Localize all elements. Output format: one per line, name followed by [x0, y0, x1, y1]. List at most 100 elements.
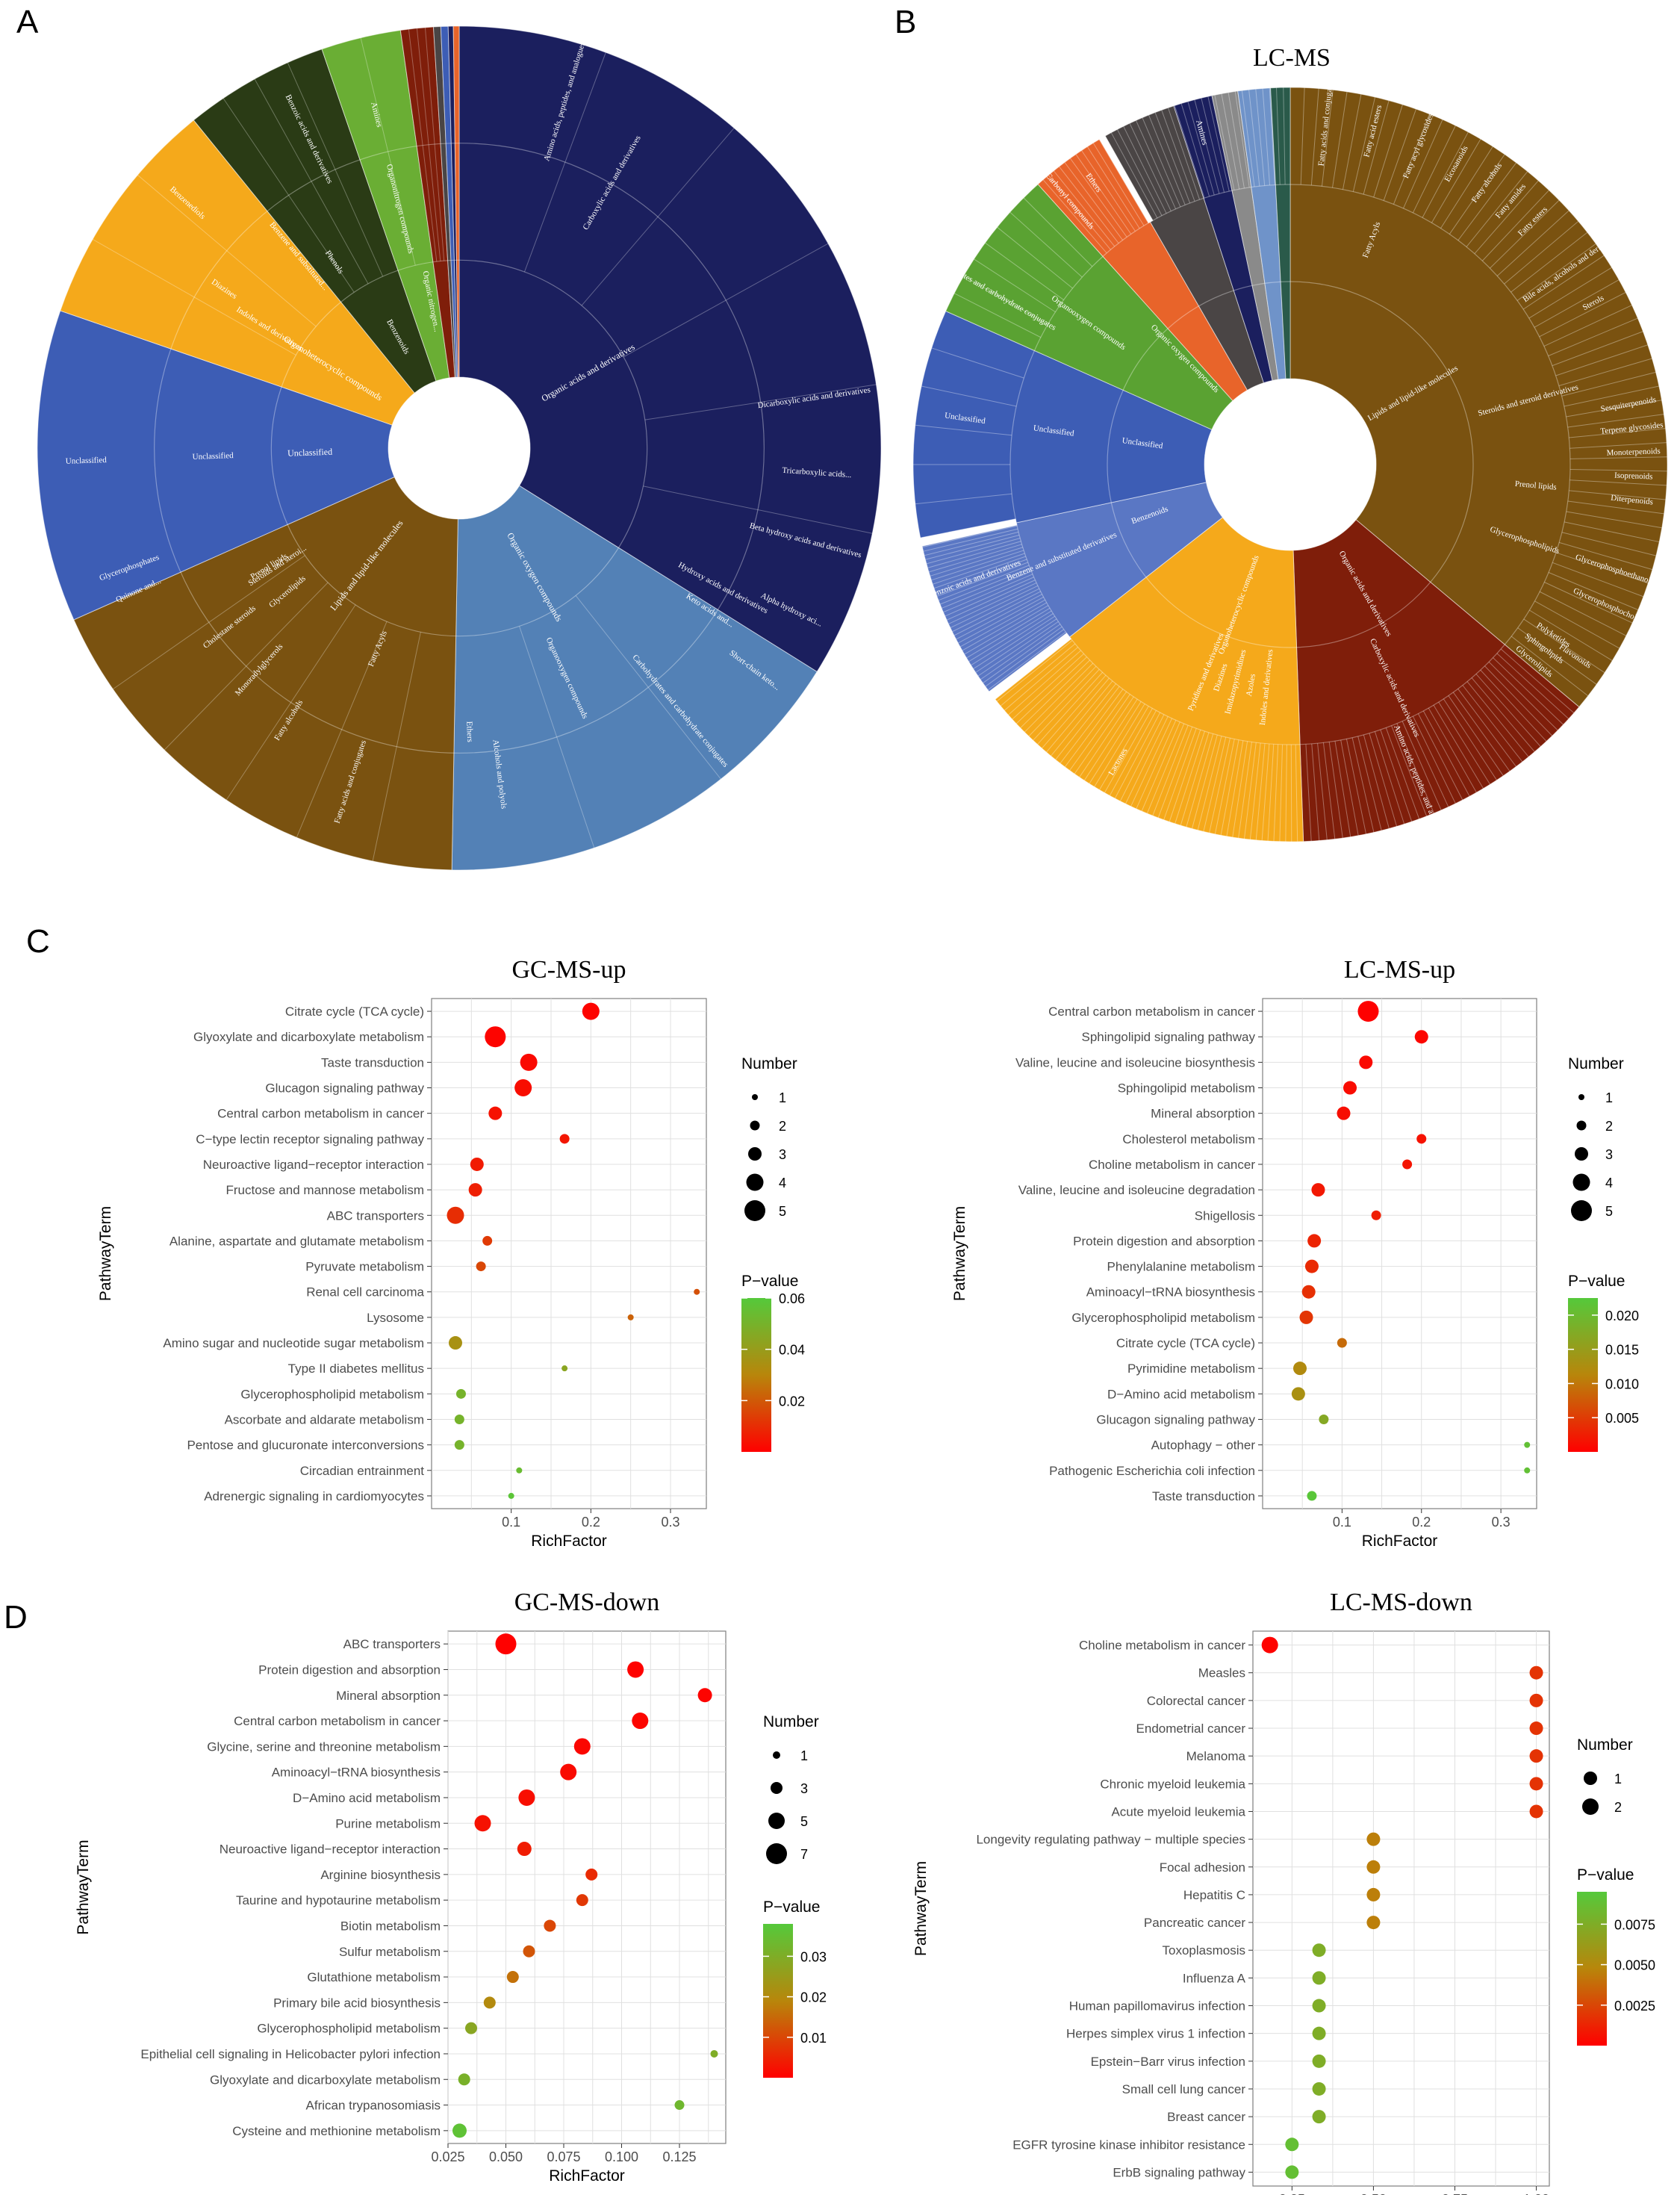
lc-sunburst-divider	[1099, 706, 1149, 790]
gc-sunburst-divider	[360, 37, 416, 266]
lc-sunburst-divider	[1300, 87, 1305, 185]
lc-sunburst-divider	[1475, 674, 1541, 747]
lc-sunburst-divider	[1023, 197, 1093, 267]
size-legend-key	[768, 1813, 785, 1829]
lc-sunburst-divider	[963, 276, 1048, 325]
lc-sunburst-divider	[1086, 146, 1140, 229]
pathway-term-label: Glucagon signaling pathway	[265, 1081, 424, 1096]
lc-sunburst-divider	[1569, 456, 1667, 459]
pathway-term-label: Pyrimidine metabolism	[1127, 1362, 1255, 1376]
pathway-term-label: Citrate cycle (TCA cycle)	[285, 1005, 424, 1019]
lc-sunburst-divider	[1569, 442, 1667, 449]
color-legend-bar	[1568, 1298, 1598, 1452]
lc-sunburst-divider	[1142, 117, 1181, 208]
chart-title: LC-MS-up	[1344, 956, 1455, 984]
gc-sunburst-divider	[408, 29, 438, 262]
lc-sunburst-divider	[1157, 727, 1193, 819]
x-tick-label: 0.100	[605, 2149, 638, 2164]
pathway-term-label: Mineral absorption	[336, 1689, 441, 1703]
size-legend-label: 2	[1614, 1800, 1622, 1815]
lc-sunburst-divider	[1517, 627, 1597, 685]
panel-letter-b: B	[895, 4, 916, 40]
pathway-term-label: Renal cell carcinoma	[306, 1285, 424, 1300]
chart-title: LC-MS-down	[1330, 1589, 1472, 1616]
data-point	[573, 1738, 591, 1755]
lc-sunburst-divider	[945, 577, 1034, 617]
gc-sunburst-divider	[225, 604, 356, 801]
data-point	[1366, 1916, 1381, 1930]
pathway-term-label: Type II diabetes mellitus	[288, 1362, 424, 1376]
x-tick-label: 0.3	[1492, 1515, 1511, 1530]
data-point	[483, 1996, 496, 2009]
gc-sunburst-label: Ethers	[464, 721, 474, 742]
x-tick-label: 0.1	[1333, 1515, 1351, 1530]
pathway-term-label: ABC transporters	[343, 1637, 441, 1651]
lc-sunburst-divider	[1089, 701, 1142, 784]
data-point	[458, 2073, 470, 2086]
lc-sunburst-divider	[1094, 704, 1145, 787]
lc-sunburst-ring-0	[1107, 281, 1474, 648]
lc-sunburst-divider	[1041, 674, 1107, 749]
size-legend-key	[748, 1147, 762, 1161]
pathway-term-label: D−Amino acid metabolism	[293, 1791, 441, 1805]
data-point	[495, 1633, 517, 1655]
lc-sunburst-divider	[1048, 175, 1111, 250]
size-legend-key	[1576, 1120, 1587, 1131]
data-point	[1529, 1693, 1543, 1707]
lc-sunburst-divider	[1555, 344, 1649, 376]
lc-sunburst-divider	[1374, 731, 1405, 825]
gc-sunburst-divider	[137, 174, 317, 327]
lc-sunburst-divider	[1174, 105, 1205, 199]
lc-sunburst-divider	[1261, 743, 1270, 841]
size-legend-label: 1	[1605, 1090, 1613, 1105]
lc-sunburst-divider	[1357, 736, 1382, 831]
pathway-term-label: Central carbon metabolism in cancer	[234, 1714, 441, 1728]
pathway-term-label: Alanine, aspartate and glutamate metabol…	[169, 1234, 424, 1248]
lc-sunburst-divider	[1141, 721, 1180, 812]
data-point	[1311, 1183, 1325, 1197]
lc-sunburst-divider	[985, 242, 1064, 300]
lc-sunburst-divider	[1074, 694, 1130, 774]
chart-title: LC-MS	[1253, 44, 1331, 72]
lc-sunburst-divider	[1310, 88, 1319, 186]
size-legend-label: 7	[800, 1847, 808, 1862]
lc-sunburst-divider	[1516, 243, 1596, 301]
pathway-term-label: Colorectal cancer	[1147, 1694, 1246, 1708]
gc-sunburst-divider	[581, 128, 735, 306]
data-point	[1529, 1665, 1543, 1680]
lc-sunburst-divider	[1083, 698, 1138, 781]
data-point	[1529, 1749, 1543, 1763]
lc-sunburst-divider	[1146, 723, 1185, 814]
pathway-term-label: Amino sugar and nucleotide sugar metabol…	[163, 1336, 424, 1350]
size-legend-title: Number	[763, 1713, 819, 1730]
lc-sunburst-divider	[1248, 89, 1260, 187]
data-point	[517, 1842, 532, 1857]
lc-sunburst-divider	[941, 571, 1032, 609]
lc-sunburst-divider	[1207, 96, 1230, 192]
pathway-term-label: ErbB signaling pathway	[1113, 2165, 1245, 2179]
bubble-chart-lc-ms-down: LC-MS-down0.250.500.751.00RichFactorPath…	[912, 1589, 1655, 2195]
pathway-term-label: Sphingolipid metabolism	[1118, 1081, 1255, 1096]
lc-sunburst-divider	[980, 624, 1061, 680]
lc-sunburst-divider	[925, 535, 1020, 560]
lc-sunburst-divider	[1493, 657, 1564, 725]
lc-sunburst-divider	[1283, 87, 1286, 185]
lc-sunburst-divider	[1352, 96, 1376, 192]
data-point	[1337, 1106, 1351, 1120]
lc-sunburst-divider	[1569, 490, 1666, 500]
x-tick-label: 0.2	[582, 1515, 600, 1530]
lc-sunburst-divider	[1561, 532, 1657, 556]
gc-sunburst-divider	[424, 27, 445, 261]
lc-sunburst-divider	[1440, 146, 1493, 229]
lc-sunburst-divider	[974, 258, 1056, 313]
pathway-term-label: Glyoxylate and dicarboxylate metabolism	[193, 1030, 424, 1044]
lc-sunburst-divider	[1028, 665, 1097, 737]
lc-sunburst-divider	[1152, 724, 1189, 816]
data-point	[1285, 2137, 1299, 2152]
lc-sunburst-divider	[931, 347, 1024, 379]
lc-sunburst-gap	[918, 518, 1018, 547]
gc-sunburst-label: Unclassified	[287, 447, 332, 459]
data-point	[449, 1336, 462, 1350]
lc-sunburst-divider	[1055, 683, 1116, 760]
y-axis-label: PathwayTerm	[97, 1206, 114, 1301]
